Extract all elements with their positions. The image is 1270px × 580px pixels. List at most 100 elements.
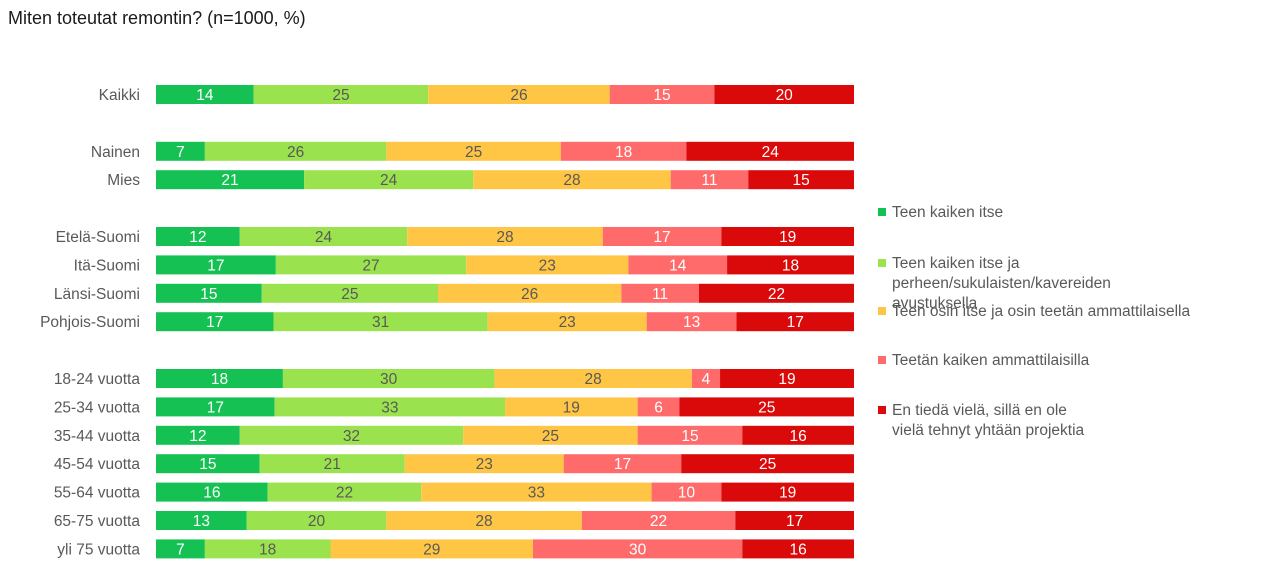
legend-item-3: Teetän kaiken ammattilaisilla	[878, 351, 1089, 371]
bar-segment-4-2	[466, 255, 629, 275]
legend-label-4: En tiedä vielä, sillä en ole vielä tehny…	[892, 402, 1085, 439]
category-label-7: 18-24 vuotta	[54, 371, 141, 388]
bar-segment-13-4	[742, 539, 854, 559]
data-label-6-1: 31	[372, 314, 389, 331]
bar-segment-8-2	[505, 397, 638, 417]
data-label-4-3: 14	[669, 257, 687, 274]
bar-segment-6-3	[646, 312, 737, 332]
legend-swatch-4	[878, 406, 886, 414]
category-label-13: yli 75 vuotta	[57, 541, 140, 558]
bar-segment-2-1	[304, 170, 474, 190]
data-label-7-2: 28	[585, 371, 602, 388]
data-label-3-4: 19	[779, 229, 796, 246]
bar-segment-7-3	[691, 369, 721, 388]
data-label-1-1: 26	[287, 144, 304, 161]
data-label-8-2: 19	[563, 399, 580, 416]
data-label-5-3: 11	[652, 286, 668, 303]
data-label-0-1: 25	[332, 87, 349, 104]
bar-segment-12-3	[581, 511, 736, 530]
bar-segment-9-0	[156, 425, 240, 445]
data-label-12-0: 13	[193, 513, 210, 530]
data-label-5-0: 15	[200, 286, 217, 303]
data-label-7-1: 30	[380, 371, 398, 388]
bar-segment-3-1	[239, 227, 408, 246]
bar-segment-6-2	[487, 312, 647, 332]
bar-segment-1-3	[560, 141, 687, 161]
bar-segment-1-2	[386, 141, 561, 161]
legend-label-2: Teen osin itse ja osin teetän ammattilai…	[892, 303, 1191, 320]
data-label-11-3: 10	[678, 485, 696, 502]
data-label-7-4: 19	[778, 371, 795, 388]
data-label-12-2: 28	[475, 513, 492, 530]
category-label-12: 65-75 vuotta	[54, 513, 141, 530]
bar-segment-11-0	[156, 482, 268, 502]
bar-segment-0-0	[156, 85, 254, 104]
data-label-4-1: 27	[362, 257, 379, 274]
bar-segment-8-0	[156, 397, 275, 417]
bar-segment-12-2	[386, 511, 582, 530]
category-label-0: Kaikki	[99, 87, 140, 104]
data-label-0-4: 20	[776, 87, 794, 104]
bar-segment-5-3	[621, 283, 699, 303]
data-label-10-1: 21	[324, 456, 341, 473]
bar-segment-12-4	[735, 511, 854, 530]
category-label-5: Länsi-Suomi	[54, 286, 140, 303]
data-label-6-2: 23	[559, 314, 576, 331]
bar-segment-1-4	[686, 141, 854, 161]
data-label-8-0: 17	[207, 399, 224, 416]
bar-segment-11-4	[721, 482, 854, 502]
bar-segment-9-2	[463, 425, 638, 445]
bar-segment-4-3	[628, 255, 728, 275]
legend-swatch-3	[878, 356, 886, 364]
bar-segment-10-0	[156, 454, 260, 474]
bar-segment-13-0	[156, 539, 205, 559]
bar-segment-7-4	[720, 369, 854, 388]
legend-item-4: En tiedä vielä, sillä en ole vielä tehny…	[878, 401, 1092, 441]
bar-segment-5-4	[698, 283, 854, 303]
data-label-1-4: 24	[762, 144, 780, 161]
bar-segment-9-3	[637, 425, 743, 445]
bar-segment-6-4	[736, 312, 854, 332]
data-label-12-1: 20	[308, 513, 326, 530]
data-label-9-3: 15	[681, 428, 698, 445]
data-label-12-4: 17	[786, 513, 803, 530]
data-label-0-0: 14	[196, 87, 214, 104]
legend-item-2: Teen osin itse ja osin teetän ammattilai…	[878, 302, 1190, 322]
category-label-2: Mies	[107, 172, 140, 189]
legend-swatch-1	[878, 259, 886, 267]
category-label-1: Nainen	[91, 144, 140, 161]
category-label-9: 35-44 vuotta	[54, 428, 141, 445]
data-label-8-3: 6	[654, 399, 663, 416]
legend-swatch-0	[878, 208, 886, 216]
bar-segment-3-2	[407, 227, 603, 246]
bar-segment-1-1	[204, 141, 387, 161]
bar-segment-3-3	[602, 227, 722, 246]
legend-item-1: Teen kaiken itse ja perheen/sukulaisten/…	[878, 254, 1111, 314]
bar-segment-0-4	[714, 85, 854, 104]
bar-segment-2-4	[748, 170, 854, 190]
data-label-4-0: 17	[207, 257, 224, 274]
bar-segment-3-4	[721, 227, 854, 246]
data-label-1-2: 25	[465, 144, 482, 161]
data-label-2-4: 15	[792, 172, 809, 189]
bar-segment-5-2	[438, 283, 622, 303]
data-label-10-3: 17	[614, 456, 631, 473]
legend-item-0: Teen kaiken itse	[878, 203, 1003, 223]
bar-segment-10-4	[681, 454, 854, 474]
bar-segment-7-1	[282, 369, 495, 388]
data-label-9-4: 16	[790, 428, 807, 445]
bar-segment-11-1	[267, 482, 422, 502]
bar-segment-0-1	[253, 85, 429, 104]
data-label-3-2: 28	[496, 229, 513, 246]
data-label-11-4: 19	[779, 485, 796, 502]
data-label-2-1: 24	[380, 172, 398, 189]
data-label-7-3: 4	[702, 371, 711, 388]
bar-segment-4-1	[275, 255, 467, 275]
bar-segment-2-2	[473, 170, 671, 190]
data-label-3-3: 17	[653, 229, 670, 246]
bar-segment-13-3	[532, 539, 743, 559]
bar-segment-3-0	[156, 227, 240, 246]
legend-label-1: Teen kaiken itse ja perheen/sukulaisten/…	[892, 255, 1111, 312]
bar-segment-5-1	[261, 283, 439, 303]
data-label-2-2: 28	[563, 172, 580, 189]
